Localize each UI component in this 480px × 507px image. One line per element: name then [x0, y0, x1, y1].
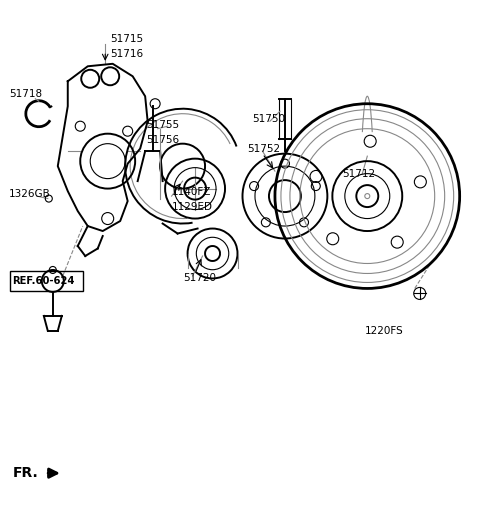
- Text: 51712: 51712: [342, 169, 375, 178]
- Text: 1129ED: 1129ED: [172, 202, 213, 212]
- Text: 51716: 51716: [110, 49, 144, 59]
- Text: 51720: 51720: [183, 273, 216, 283]
- Text: REF.60-624: REF.60-624: [12, 276, 75, 286]
- Text: 51750: 51750: [252, 114, 286, 124]
- Text: 51715: 51715: [110, 34, 144, 44]
- Text: 1140FZ: 1140FZ: [172, 187, 211, 197]
- Text: 51755: 51755: [147, 120, 180, 130]
- Text: FR.: FR.: [13, 466, 38, 480]
- Bar: [11, 271, 83, 291]
- Text: 51718: 51718: [9, 89, 42, 99]
- Text: 51756: 51756: [147, 135, 180, 145]
- Text: 1326GB: 1326GB: [9, 189, 50, 199]
- Text: 1220FS: 1220FS: [365, 326, 404, 336]
- Text: 51752: 51752: [248, 143, 281, 154]
